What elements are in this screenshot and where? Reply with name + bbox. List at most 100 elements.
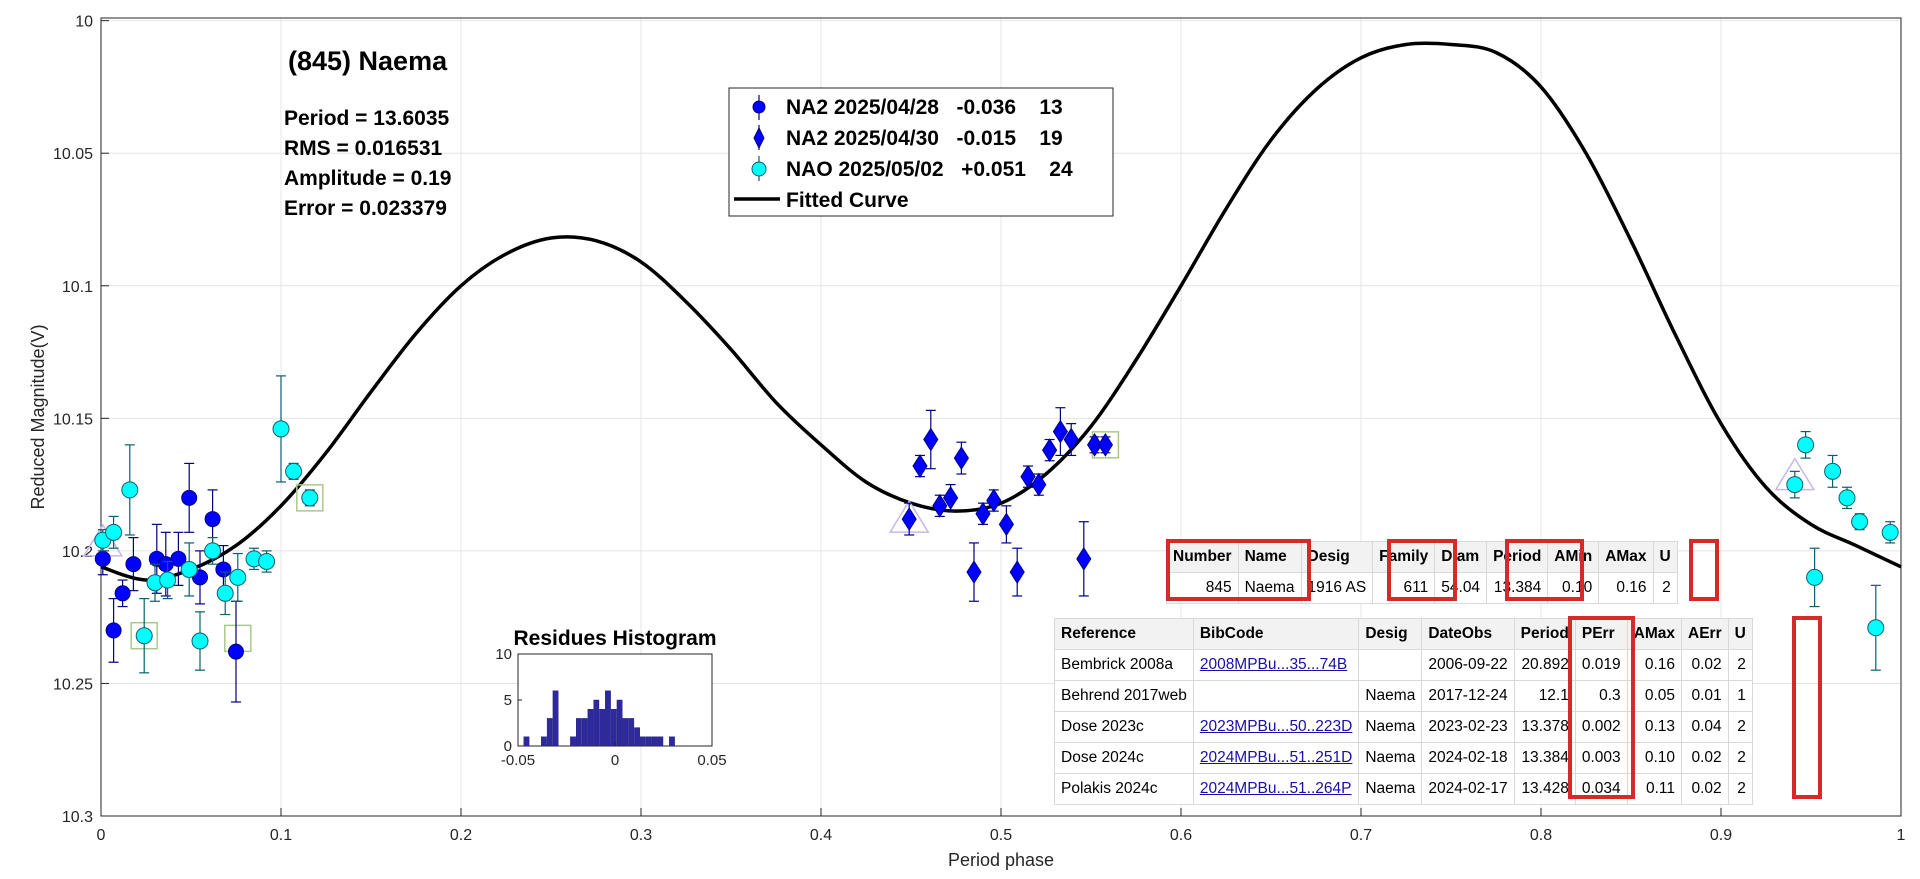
data-points — [94, 375, 1899, 703]
diamond-marker — [1076, 546, 1092, 571]
data-point — [1009, 547, 1025, 597]
data-point — [94, 542, 111, 576]
data-point — [258, 550, 276, 573]
diamond-marker — [953, 446, 969, 471]
data-point — [1786, 470, 1804, 499]
table-cell: 2 — [1727, 773, 1753, 805]
histogram-bar — [599, 709, 605, 747]
table-cell: 13.378 — [1513, 711, 1576, 743]
table-cell: Dose 2023c — [1054, 711, 1194, 743]
table-cell: 2008MPBu...35...74B — [1192, 649, 1360, 681]
table-cell: Naema — [1358, 711, 1423, 743]
svg-text:NA2 2025/04/30 -0.015 19: NA2 2025/04/30 -0.015 19 — [786, 127, 1063, 150]
table-cell: 0.13 — [1626, 711, 1683, 743]
histogram-bar — [657, 736, 664, 747]
table-cell: 1 — [1727, 680, 1753, 712]
diamond-marker — [1063, 427, 1079, 452]
y-tick-label: 10.25 — [53, 676, 93, 693]
table-cell: 0.05 — [1626, 680, 1683, 712]
svg-text:Fitted Curve: Fitted Curve — [786, 189, 909, 212]
table-cell: Bembrick 2008a — [1054, 649, 1194, 681]
col-amin: AMin — [1547, 541, 1600, 573]
data-point — [932, 493, 948, 518]
circle-marker — [1851, 513, 1869, 531]
x-tick-label: 0.7 — [1350, 827, 1372, 844]
table-cell: 0.02 — [1681, 773, 1729, 805]
legend-box — [728, 87, 1114, 217]
col-u: U — [1652, 541, 1678, 573]
histogram-bars — [523, 690, 675, 747]
table-cell: 13.384 — [1513, 742, 1576, 774]
bibcode-link[interactable]: 2024MPBu...51..264P — [1199, 780, 1352, 797]
data-point — [901, 502, 917, 536]
y-tick-label: 10.2 — [62, 544, 93, 561]
table-cell: 2 — [1727, 649, 1753, 681]
hist-x-tick-label: -0.05 — [501, 752, 535, 769]
cell-period: 13.384 — [1486, 572, 1549, 604]
histogram-bar — [645, 736, 652, 747]
table-cell: Naema — [1358, 773, 1423, 805]
cell-amax: 0.16 — [1598, 572, 1654, 604]
circle-marker — [1797, 436, 1815, 454]
col-aerr: AErr — [1681, 618, 1729, 650]
data-point — [1052, 407, 1068, 457]
table-cell: 0.019 — [1574, 649, 1628, 681]
data-point — [105, 515, 123, 549]
diamond-marker — [1031, 472, 1047, 497]
histogram-bar — [541, 736, 547, 747]
circle-marker — [1824, 462, 1842, 480]
circle-marker — [1786, 476, 1804, 494]
hist-x-tick-label: 0 — [611, 752, 619, 769]
data-point — [125, 537, 142, 592]
circle-marker — [204, 542, 222, 560]
bibcode-link[interactable]: 2023MPBu...50..223D — [1199, 718, 1353, 735]
y-axis-label: Reduced Magnitude(V) — [28, 324, 48, 509]
data-point — [114, 579, 131, 608]
histogram-bar — [523, 736, 530, 747]
circle-marker — [285, 462, 303, 480]
table-cell: 20.892 — [1513, 649, 1576, 681]
diamond-marker — [986, 488, 1002, 513]
diamond-marker — [975, 501, 991, 526]
x-tick-label: 0.4 — [810, 827, 832, 844]
circle-marker — [204, 511, 221, 528]
circle-marker — [1881, 523, 1899, 541]
table-cell: 2023MPBu...50..223D — [1192, 711, 1360, 743]
x-tick-label: 0.9 — [1710, 827, 1732, 844]
data-point — [272, 375, 290, 483]
table-cell: 2024-02-17 — [1421, 773, 1515, 805]
data-point — [228, 600, 244, 703]
bibcode-link[interactable]: 2008MPBu...35...74B — [1199, 656, 1348, 673]
diamond-marker — [901, 507, 917, 532]
table-cell: 2024MPBu...51..264P — [1192, 773, 1360, 805]
table-cell: 0.034 — [1574, 773, 1628, 805]
cell-u: 2 — [1652, 572, 1678, 604]
col-amax: AMax — [1626, 618, 1683, 650]
circle-marker — [1838, 489, 1856, 507]
hist-y-tick-label: 10 — [495, 646, 512, 663]
table-row: 845 Naema 1916 AS 611 54.04 13.384 0.10 … — [1166, 572, 1678, 604]
diamond-marker — [1052, 419, 1068, 444]
legend: NA2 2025/04/28 -0.036 13 NA2 2025/04/30 … — [728, 87, 1114, 217]
col-diam: Diam — [1434, 541, 1488, 573]
data-point — [229, 552, 247, 602]
stat-amplitude: Amplitude = 0.19 — [284, 167, 451, 190]
data-point — [986, 488, 1002, 513]
cell-name: Naema — [1237, 572, 1302, 604]
circle-marker — [125, 556, 142, 573]
bibcode-link[interactable]: 2024MPBu...51..251D — [1199, 749, 1353, 766]
circle-marker — [1867, 619, 1885, 637]
histogram-bar — [581, 718, 588, 747]
y-axis: 10 10.05 10.1 10.15 10.2 10.25 10.3 — [53, 14, 109, 826]
legend-item-nao-0502: NAO 2025/05/02 +0.051 24 — [751, 156, 1073, 181]
col-bibcode: BibCode — [1192, 618, 1360, 650]
table-cell: Naema — [1358, 680, 1423, 712]
data-point — [966, 542, 982, 602]
table-row: Dose 2024c 2024MPBu...51..251D Naema 2024-0… — [1054, 742, 1753, 774]
cell-amin: 0.10 — [1547, 572, 1600, 604]
diamond-marker — [943, 485, 959, 510]
histogram-bar — [651, 736, 658, 747]
table-row: Behrend 2017web Naema 2017-12-24 12.1 0.3 0.0… — [1054, 680, 1753, 712]
circle-marker — [135, 627, 153, 645]
table-row: Polakis 2024c 2024MPBu...51..264P Naema 202… — [1054, 773, 1753, 805]
